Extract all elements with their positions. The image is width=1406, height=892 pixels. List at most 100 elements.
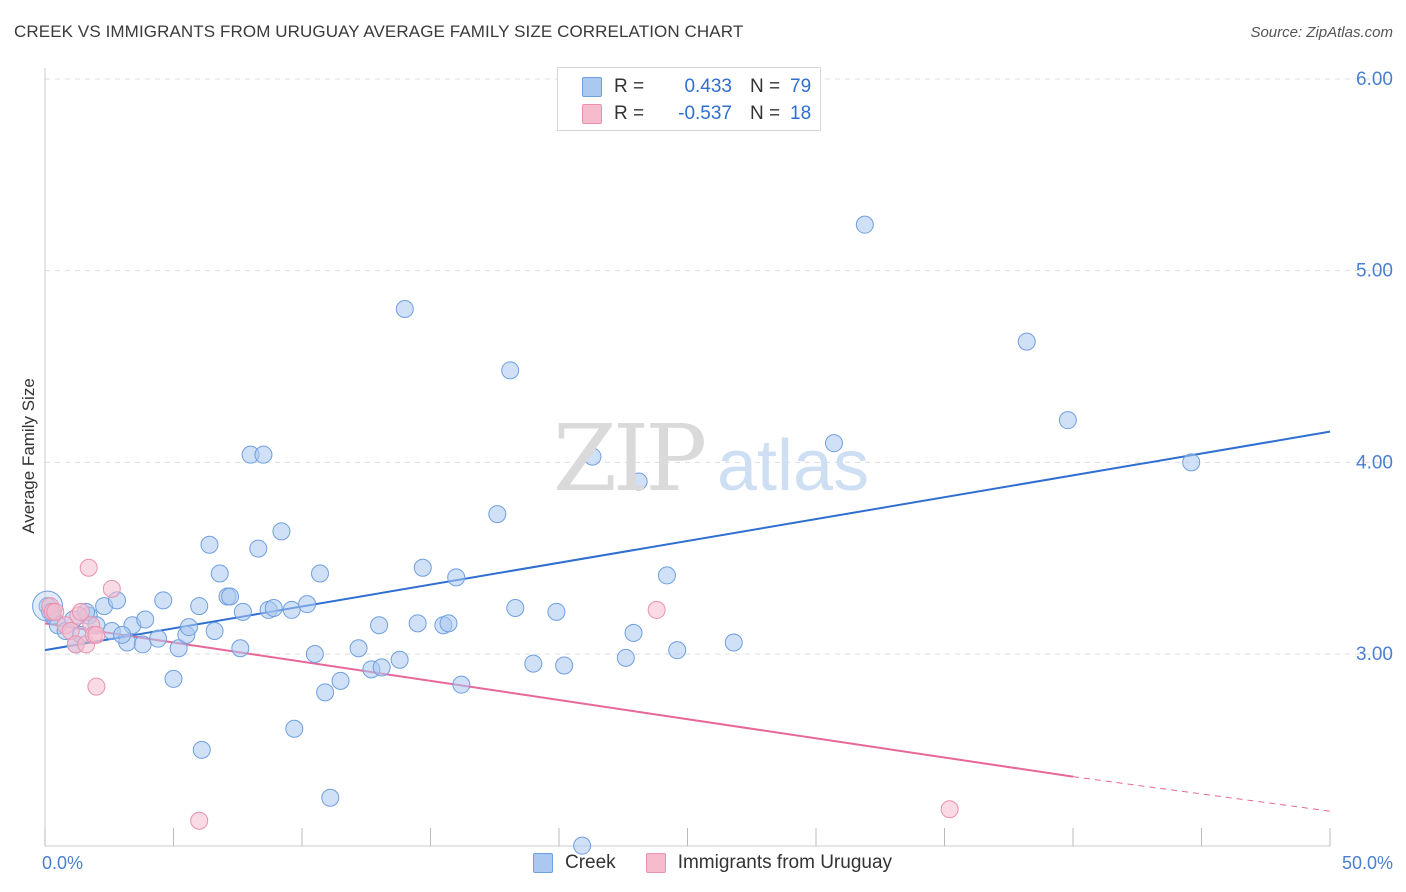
creek-point — [321, 788, 340, 807]
gridlines — [45, 78, 1392, 655]
creek-point — [657, 566, 676, 585]
creek-point — [200, 535, 219, 554]
creek-point — [452, 675, 471, 694]
uruguay-swatch — [645, 853, 666, 873]
legend-row-creek: R = 0.433 N = 79 — [582, 75, 811, 99]
creek-point — [1017, 332, 1036, 351]
source-label: Source: ZipAtlas.com — [1250, 24, 1393, 41]
creek-point — [205, 622, 224, 640]
creek-point — [447, 568, 466, 587]
uruguay-point — [102, 579, 121, 598]
creek-point — [629, 472, 648, 491]
creek-trend-line — [44, 430, 1331, 652]
legend-label-creek: Creek — [565, 852, 616, 873]
creek-point — [192, 740, 211, 759]
creek-point — [1058, 411, 1077, 430]
x-tick-label-max: 50.0% — [1342, 853, 1393, 873]
legend-n-value: 79 — [790, 76, 812, 97]
uruguay-point — [87, 625, 106, 644]
creek-point — [310, 564, 329, 583]
uruguay-point — [647, 600, 666, 619]
legend-n-label: N = — [750, 103, 781, 124]
uruguay-point — [46, 602, 65, 621]
series-legend: Creek Immigrants from Uruguay — [533, 852, 922, 874]
legend-r-value: -0.537 — [678, 103, 732, 124]
creek-point — [439, 614, 458, 633]
creek-point — [573, 836, 592, 855]
creek-point — [249, 539, 268, 558]
creek-point — [154, 591, 173, 610]
legend-row-uruguay: R = -0.537 N = 18 — [582, 102, 811, 126]
creek-point — [547, 602, 566, 621]
uruguay-point — [940, 800, 959, 819]
creek-point — [149, 629, 168, 648]
creek-point — [555, 656, 574, 675]
uruguay-swatch — [582, 104, 602, 124]
creek-point — [164, 669, 183, 688]
uruguay-point — [71, 602, 90, 621]
creek-point — [506, 599, 525, 617]
creek-point — [285, 719, 304, 738]
creek-swatch — [582, 77, 602, 97]
creek-point — [395, 300, 414, 318]
creek-point — [488, 505, 507, 524]
creek-point — [668, 641, 687, 660]
trend-lines — [44, 430, 1331, 812]
legend-r-label: R = — [614, 103, 645, 124]
legend-n-label: N = — [750, 76, 781, 97]
uruguay-trend-extension — [1072, 776, 1331, 812]
watermark-atlas: atlas — [717, 426, 870, 506]
creek-point — [349, 639, 368, 658]
creek-point — [616, 648, 635, 667]
y-tick-label: 5.00 — [1356, 261, 1393, 282]
legend-item-uruguay[interactable]: Immigrants from Uruguay — [645, 852, 893, 874]
creek-point — [372, 658, 391, 677]
creek-point — [824, 434, 843, 453]
uruguay-point — [79, 558, 98, 577]
creek-point — [583, 447, 602, 466]
creek-point — [390, 650, 409, 669]
creek-point — [624, 623, 643, 642]
creek-point — [305, 645, 324, 663]
creek-point — [190, 597, 209, 616]
creek-point — [724, 633, 743, 652]
creek-point — [501, 361, 520, 380]
creek-point — [282, 600, 301, 619]
legend-item-creek[interactable]: Creek — [533, 852, 616, 874]
creek-point — [370, 616, 389, 635]
creek-point — [133, 635, 152, 654]
uruguay-point — [87, 677, 106, 696]
creek-point — [413, 558, 432, 577]
creek-point — [524, 654, 543, 673]
creek-point — [210, 564, 229, 583]
chart-title: CREEK VS IMMIGRANTS FROM URUGUAY AVERAGE… — [14, 22, 744, 41]
legend-r-value: 0.433 — [684, 76, 732, 97]
y-tick-label: 6.00 — [1356, 69, 1393, 90]
uruguay-point — [190, 811, 209, 830]
x-tick-label-min: 0.0% — [42, 853, 83, 873]
legend-label-uruguay: Immigrants from Uruguay — [677, 852, 893, 873]
y-tick-label: 4.00 — [1356, 452, 1393, 473]
y-axis-title: Average Family Size — [19, 378, 38, 534]
legend-n-value: 18 — [790, 103, 812, 124]
creek-point — [1182, 453, 1201, 472]
correlation-legend: R = 0.433 N = 79 R = -0.537 N = 18 — [557, 67, 821, 131]
creek-point — [316, 683, 335, 702]
creek-point — [855, 215, 874, 234]
scatter-points — [32, 215, 1201, 855]
creek-point — [179, 618, 198, 637]
x-ticks — [44, 828, 1331, 846]
y-tick-label: 3.00 — [1356, 644, 1393, 665]
creek-point — [331, 671, 350, 690]
uruguay-trend-line — [44, 622, 1074, 778]
creek-point — [221, 587, 240, 606]
creek-point — [113, 625, 132, 644]
legend-r-label: R = — [614, 76, 645, 97]
creek-point — [272, 522, 291, 541]
creek-point — [264, 599, 283, 617]
creek-swatch — [533, 853, 553, 873]
creek-point — [254, 445, 273, 464]
creek-point — [231, 639, 250, 658]
creek-point — [136, 610, 155, 629]
